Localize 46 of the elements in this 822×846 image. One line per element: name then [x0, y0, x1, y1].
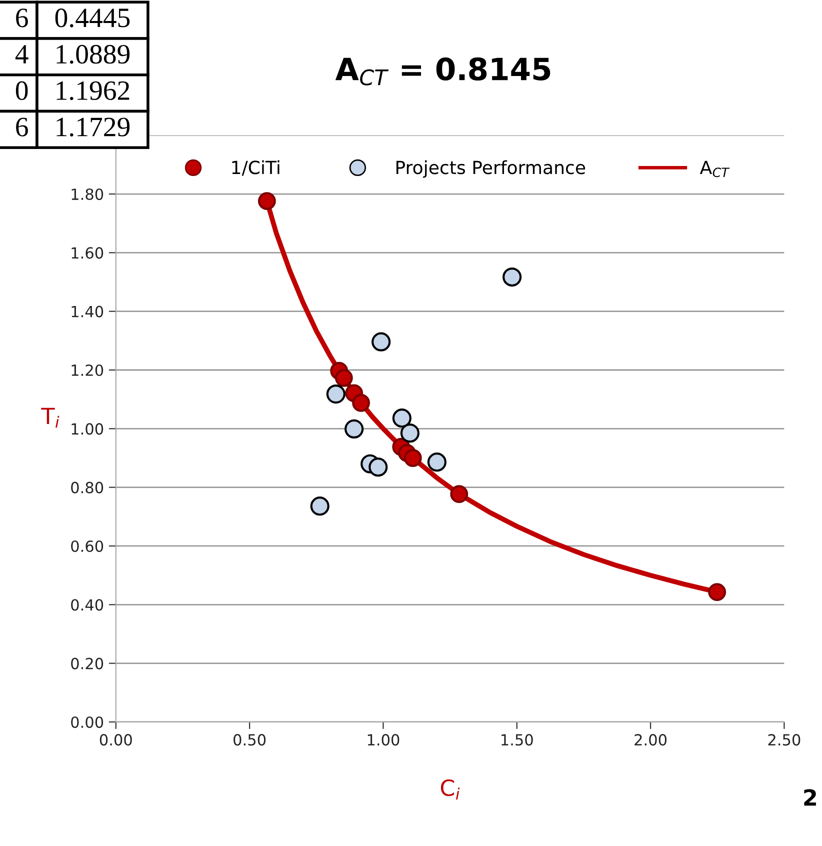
- text: 2: [804, 789, 816, 806]
- text: 6: [16, 8, 28, 28]
- point: [427, 452, 446, 472]
- y-axis-title: T$_{i}$: [41, 408, 60, 428]
- legend-label: 1/CiTi: [232, 160, 280, 176]
- y-tick-label: 1.40: [72, 306, 104, 318]
- x-tick-label: 1.50: [502, 734, 533, 746]
- text: 6: [16, 118, 28, 136]
- point: [258, 192, 276, 210]
- legend-label: Projects Performance: [396, 160, 586, 178]
- point: [334, 368, 353, 387]
- point: [368, 458, 388, 477]
- y-tick-label: 1.80: [72, 188, 104, 200]
- point: [352, 394, 370, 412]
- text: 1.1962: [56, 81, 130, 100]
- y-tick-label: 0.80: [71, 482, 104, 494]
- y-tick-label: 1.60: [72, 247, 104, 259]
- y-tick-label: 0.20: [71, 658, 104, 670]
- legend-label: A$_{CT}$: [700, 160, 730, 178]
- point: [372, 332, 391, 352]
- point: [310, 496, 330, 516]
- point: [344, 419, 364, 439]
- y-tick-label: 0.00: [71, 716, 104, 728]
- x-tick-label: 2.00: [634, 734, 667, 746]
- x-tick-label: 0.00: [100, 734, 132, 746]
- y-tick-label: 0.40: [71, 599, 104, 611]
- y-tick-label: 1.00: [72, 423, 104, 435]
- x-tick-label: 0.50: [234, 734, 266, 746]
- point: [400, 424, 420, 443]
- point: [450, 485, 468, 504]
- x-tick-label: 2.50: [768, 734, 800, 746]
- point: [708, 583, 726, 602]
- x-axis-title: C$_{i}$: [440, 779, 460, 800]
- point: [404, 449, 422, 467]
- x-tick-label: 1.00: [368, 734, 400, 746]
- text: 1.0889: [56, 44, 130, 64]
- text: 4: [15, 45, 28, 64]
- y-tick-label: 0.60: [71, 540, 104, 552]
- y-tick-label: 1.20: [72, 364, 104, 376]
- chart-title: A$_{CT}$ = 0.8145: [335, 57, 550, 86]
- point: [326, 384, 346, 404]
- point: [502, 267, 522, 287]
- text: 0: [16, 81, 28, 100]
- text: 0.4445: [55, 8, 130, 28]
- point: [392, 408, 412, 428]
- annotation: 1.1729: [56, 118, 130, 137]
